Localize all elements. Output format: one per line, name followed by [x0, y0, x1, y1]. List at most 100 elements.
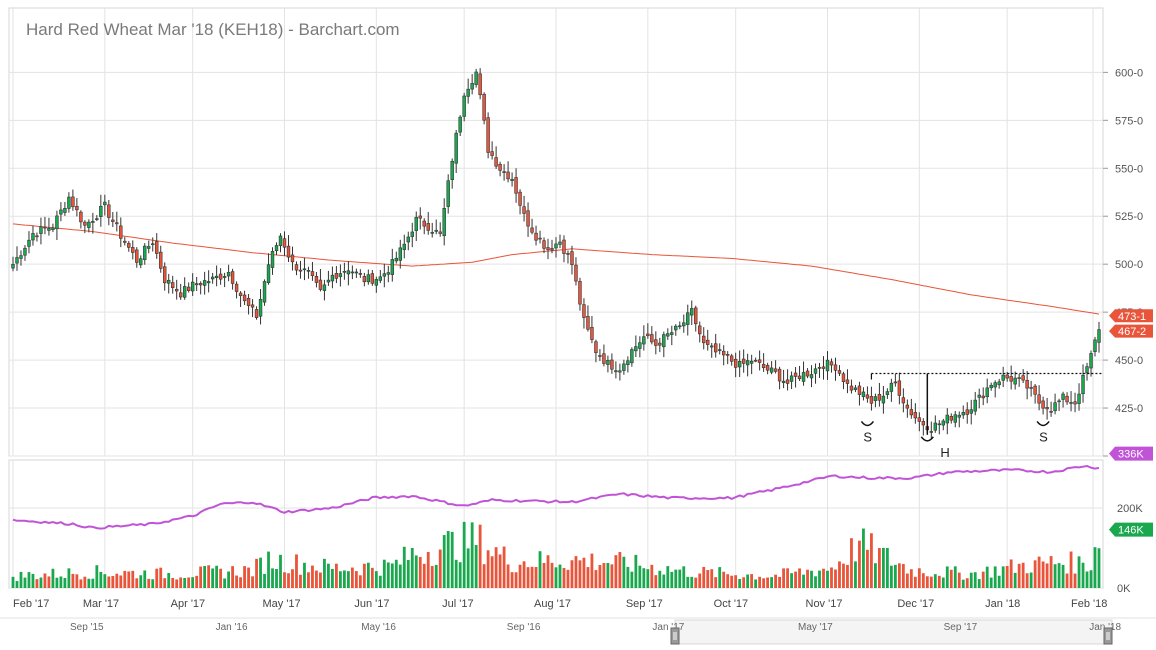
candle-body: [394, 257, 398, 262]
volume-bar: [586, 567, 590, 588]
candle-body: [398, 247, 402, 261]
volume-bar: [937, 575, 941, 588]
candle-body: [594, 341, 598, 354]
candle-body: [861, 391, 866, 397]
candle-body: [626, 360, 630, 365]
candle-body: [1057, 400, 1061, 403]
volume-bar: [27, 572, 31, 588]
volume-bar: [207, 565, 211, 588]
candle-body: [294, 264, 299, 271]
volume-bar: [295, 554, 298, 588]
candle-body: [538, 237, 542, 240]
candle-body: [686, 312, 690, 325]
candle-body: [47, 227, 51, 231]
volume-bar: [398, 564, 402, 588]
candle-body: [258, 299, 263, 317]
candle-body: [1025, 379, 1029, 389]
candle-body: [757, 359, 762, 363]
candle-body: [981, 395, 985, 399]
volume-bar: [350, 567, 354, 588]
volume-bar: [63, 577, 67, 588]
candle-body: [155, 241, 159, 254]
date-label: Sep '17: [626, 598, 663, 610]
candle-body: [797, 375, 802, 380]
volume-bar: [1033, 560, 1037, 588]
volume-bar: [1029, 572, 1033, 588]
value-tag: 146K: [1109, 522, 1153, 537]
candle-body: [87, 221, 91, 228]
candle-body: [222, 276, 227, 278]
candle-body: [254, 309, 259, 318]
volume-bar: [406, 560, 410, 588]
value-tag-shape: [1109, 522, 1153, 537]
volume-bar: [530, 566, 534, 588]
candle-body: [618, 370, 622, 373]
value-tag-label: 336K: [1118, 449, 1144, 461]
candle-body: [422, 220, 426, 227]
candle-body: [374, 279, 379, 286]
candle-body: [865, 394, 870, 399]
volume-bar: [235, 575, 238, 588]
volume-bar: [985, 566, 989, 588]
volume-bar: [957, 572, 961, 588]
candle-body: [1065, 395, 1069, 403]
candle-body: [694, 307, 698, 325]
volume-bar: [1061, 564, 1065, 588]
candle-body: [590, 327, 594, 340]
volume-bar: [766, 577, 770, 588]
candle-body: [430, 232, 434, 234]
volume-bar: [1017, 563, 1021, 588]
candle-body: [578, 281, 582, 305]
volume-bar: [606, 562, 610, 588]
volume-bar: [961, 579, 965, 588]
volume-bar: [834, 569, 837, 588]
volume-bar: [382, 559, 386, 588]
candle-body: [845, 379, 850, 384]
navigator-label: May '17: [798, 622, 833, 633]
volume-bar: [15, 581, 19, 588]
price-tick-label: 550-0: [1115, 163, 1143, 175]
candle-body: [438, 231, 442, 234]
volume-bar: [458, 562, 462, 588]
candle-body: [841, 373, 846, 382]
candle-body: [741, 358, 746, 364]
candle-body: [1005, 374, 1009, 379]
volume-bar: [75, 574, 79, 588]
volume-bar: [315, 570, 318, 588]
volume-bar: [897, 563, 901, 588]
volume-bar: [195, 575, 199, 588]
navigator-bar[interactable]: Sep '15 Jan '16 May '16 Sep '16 Jan '17 May '…: [0, 617, 1156, 645]
candle-body: [226, 272, 231, 277]
volume-bar: [921, 573, 925, 588]
candle-body: [1037, 394, 1041, 404]
candle-body: [586, 315, 590, 330]
candle-body: [350, 271, 355, 274]
candle-body: [1021, 375, 1025, 381]
candle-body: [714, 343, 718, 353]
volume-bar: [850, 538, 853, 588]
value-tag: 473-1: [1109, 309, 1153, 323]
volume-bar: [434, 564, 438, 588]
candle-body: [27, 239, 31, 247]
volume-bar: [941, 577, 945, 588]
volume-bar: [718, 567, 722, 588]
volume-bar: [67, 568, 71, 588]
candle-body: [274, 245, 279, 252]
candle-body: [23, 247, 27, 256]
volume-bar: [11, 576, 15, 588]
volume-bar: [346, 571, 350, 588]
candle-body: [486, 117, 490, 153]
navigator-handle[interactable]: [670, 627, 680, 645]
volume-bar: [774, 574, 777, 588]
volume-bar: [598, 564, 602, 588]
candle-body: [442, 207, 446, 237]
volume-bar: [742, 577, 746, 588]
volume-bar: [997, 575, 1001, 588]
candle-body: [989, 384, 993, 389]
candle-body: [502, 171, 506, 173]
candle-body: [706, 339, 710, 345]
candle-body: [821, 366, 826, 369]
volume-bar: [650, 564, 654, 588]
candle-body: [662, 334, 666, 348]
navigator-handle[interactable]: [1103, 627, 1113, 645]
